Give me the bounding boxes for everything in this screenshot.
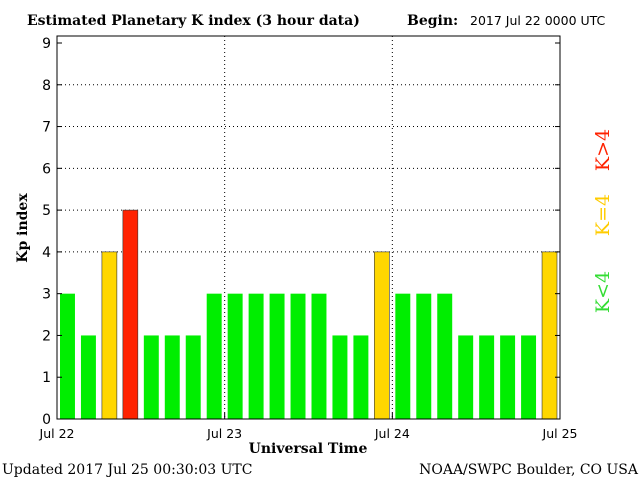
source-credit: NOAA/SWPC Boulder, CO USA	[419, 462, 639, 478]
kp-bar	[542, 251, 557, 419]
kp-bar	[521, 335, 537, 419]
legend-equal-4: K=4	[592, 194, 614, 236]
x-tick-label: Jul 25	[542, 426, 578, 441]
bar-series	[60, 209, 558, 420]
y-tick-label: 7	[42, 120, 51, 136]
kp-bar	[122, 210, 138, 419]
kp-bar	[290, 293, 306, 419]
begin-label: Begin:	[407, 13, 458, 29]
kp-bar	[143, 335, 159, 419]
kp-bar	[500, 335, 516, 419]
y-tick-label: 3	[42, 287, 51, 303]
y-axis-ticks: 0 1 2 3 4 5 6 7 8 9	[42, 36, 560, 428]
y-tick-label: 6	[42, 161, 51, 177]
y-tick-label: 9	[42, 36, 51, 52]
y-tick-label: 5	[42, 203, 51, 219]
y-tick-label: 4	[42, 245, 51, 261]
kp-bar	[60, 293, 75, 419]
x-axis-label: Universal Time	[249, 441, 368, 457]
x-tick-label: Jul 22	[39, 426, 75, 441]
kp-bar	[269, 293, 285, 419]
kp-bar	[311, 293, 327, 419]
kp-bar	[353, 335, 369, 419]
kp-bar	[80, 335, 96, 419]
y-tick-label: 0	[42, 412, 51, 428]
kp-bar	[248, 293, 264, 419]
x-tick-label: Jul 24	[374, 426, 410, 441]
kp-bar	[206, 293, 222, 419]
kp-bar	[479, 335, 495, 419]
kp-bar	[416, 293, 432, 419]
chart-title: Estimated Planetary K index (3 hour data…	[27, 13, 360, 29]
y-tick-label: 1	[42, 370, 51, 386]
plot-frame	[56, 35, 561, 420]
kp-bar	[395, 293, 411, 419]
kp-bar	[164, 335, 180, 419]
legend-below-4: K<4	[592, 271, 614, 313]
legend-above-4: K>4	[592, 129, 614, 171]
legend: K<4 K=4 K>4	[592, 129, 614, 313]
x-axis-ticks: Jul 22 Jul 23 Jul 24 Jul 25	[39, 413, 578, 441]
y-tick-label: 2	[42, 328, 51, 344]
kp-bar	[227, 293, 243, 419]
kp-bar	[374, 251, 390, 419]
y-tick-label: 8	[42, 78, 51, 94]
begin-value: 2017 Jul 22 0000 UTC	[470, 13, 606, 28]
y-axis-label: Kp index	[15, 193, 31, 263]
updated-timestamp: Updated 2017 Jul 25 00:30:03 UTC	[2, 462, 252, 478]
kp-bar	[332, 335, 348, 419]
kp-bar	[458, 335, 474, 419]
x-tick-label: Jul 23	[206, 426, 242, 441]
kp-bar	[101, 251, 117, 419]
kp-bar	[437, 293, 453, 419]
kp-bar	[185, 335, 201, 419]
